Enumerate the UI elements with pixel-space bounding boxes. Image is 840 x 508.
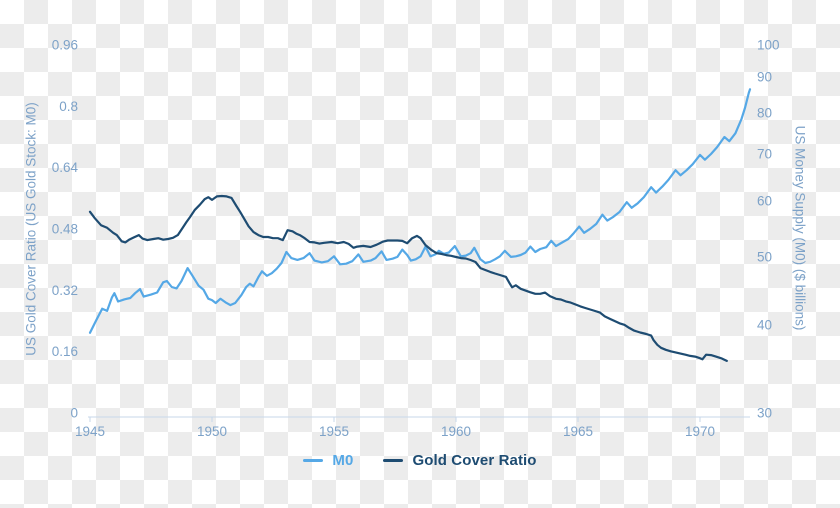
m0-line <box>88 88 752 334</box>
left-tick-label: 0.64 <box>52 160 79 175</box>
legend-item-m0: M0 <box>303 452 353 469</box>
gold-cover-ratio-line <box>88 194 728 362</box>
legend: M0 Gold Cover Ratio <box>0 452 840 469</box>
right-tick-label: 90 <box>757 70 772 85</box>
left-tick-label: 0.8 <box>59 99 78 114</box>
right-tick-label: 50 <box>757 249 772 264</box>
x-tick-label: 1955 <box>319 424 349 439</box>
left-tick-label: 0.96 <box>52 38 78 53</box>
right-tick-label: 100 <box>757 38 780 53</box>
gold-cover-ratio-line-swatch <box>383 459 404 462</box>
x-tick-label: 1965 <box>563 424 593 439</box>
right-axis-title: US Money Supply (M0) ($ billions) <box>792 125 808 331</box>
right-tick-label: 30 <box>757 406 772 421</box>
left-tick-label: 0.32 <box>52 283 78 298</box>
left-axis-title: US Gold Cover Ratio (US Gold Stock: M0) <box>23 102 39 356</box>
right-tick-label: 80 <box>757 106 772 121</box>
left-tick-label: 0 <box>70 406 78 421</box>
legend-label-gold-cover-ratio: Gold Cover Ratio <box>412 452 537 469</box>
left-tick-label: 0.16 <box>52 344 78 359</box>
left-tick-label: 0.48 <box>52 222 78 237</box>
x-tick-label: 1945 <box>75 424 105 439</box>
x-tick-label: 1950 <box>197 424 227 439</box>
x-tick-label: 1970 <box>685 424 715 439</box>
x-tick-label: 1960 <box>441 424 471 439</box>
legend-label-m0: M0 <box>332 452 354 469</box>
legend-item-gold-cover-ratio: Gold Cover Ratio <box>383 452 536 469</box>
right-tick-label: 40 <box>757 318 772 333</box>
m0-line-swatch <box>303 459 324 462</box>
right-tick-label: 60 <box>757 194 772 209</box>
right-tick-label: 70 <box>757 147 772 162</box>
